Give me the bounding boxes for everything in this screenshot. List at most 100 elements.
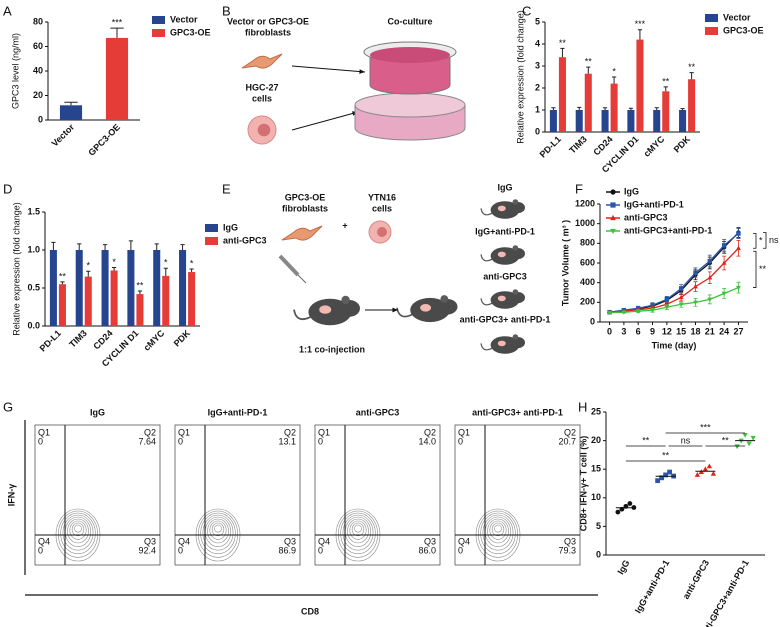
bar <box>662 91 670 132</box>
quadrant-label: 13.1 <box>278 436 296 446</box>
error-bar <box>189 268 194 273</box>
mouse-tail <box>293 309 312 321</box>
contour <box>494 524 502 533</box>
dish-rim <box>354 92 466 118</box>
marker <box>635 309 641 314</box>
contour <box>340 512 376 555</box>
error-bar <box>611 76 617 84</box>
significance: * <box>87 261 91 271</box>
group-label: anti-GPC3+ anti-PD-1 <box>460 314 551 324</box>
error-bar <box>163 267 168 276</box>
bar <box>549 110 557 132</box>
x-tick-label: cMYC <box>642 134 667 159</box>
marker <box>742 432 748 438</box>
quadrant-label: Q1 <box>318 427 330 437</box>
y-tick-label: 1 <box>535 104 540 114</box>
x-tick-label: cMYC <box>142 328 167 353</box>
bracket <box>763 232 767 249</box>
x-tick-label: 18 <box>690 326 700 336</box>
bar <box>610 83 618 132</box>
quadrant-label: 20.7 <box>558 436 576 446</box>
error-bar <box>663 86 668 92</box>
error-bar <box>577 106 582 110</box>
quadrant-label: Q4 <box>178 536 190 546</box>
marker <box>702 466 709 472</box>
y-axis-label: Relative expression (fold change) <box>11 202 21 336</box>
legend-label: anti-GPC3 <box>624 212 668 222</box>
y-tick-label: 2 <box>535 82 540 92</box>
marker <box>678 286 684 291</box>
quadrant-label: 0 <box>458 545 463 555</box>
tumor <box>420 303 432 312</box>
error-bar <box>628 107 634 110</box>
marker <box>707 258 713 264</box>
mouse-head <box>510 202 525 214</box>
panel-label: D <box>3 181 12 196</box>
bar <box>110 270 118 326</box>
error-bar <box>637 29 643 40</box>
legend-label: IgG <box>624 186 639 196</box>
x-tick-label: PDK <box>672 134 693 155</box>
series-line <box>609 286 739 314</box>
marker <box>610 228 616 235</box>
marker <box>607 310 612 316</box>
plot-title: IgG <box>90 407 105 417</box>
contour <box>74 524 82 533</box>
bar <box>679 110 687 132</box>
contour <box>351 522 365 537</box>
contour <box>69 520 87 540</box>
x-tick-label: 27 <box>733 326 743 336</box>
nucleus <box>257 123 271 137</box>
y-tick-label: 15 <box>591 464 601 474</box>
marker <box>655 478 661 484</box>
y-axis-label: CD8+ IFN-γ+ T cell (%) <box>578 436 588 532</box>
bar <box>188 272 196 326</box>
mouse-ear <box>512 199 519 205</box>
diagram-text: Co-culture <box>388 16 433 26</box>
panel-label: G <box>3 399 13 414</box>
tumor <box>497 251 506 258</box>
mouse-tail <box>480 254 493 262</box>
marker <box>678 294 684 300</box>
y-tick-label: 20 <box>591 435 601 445</box>
contour <box>487 518 509 544</box>
significance: ** <box>136 280 144 290</box>
error-bar <box>154 243 159 250</box>
y-tick-label: 600 <box>580 257 595 267</box>
legend-label: Vector <box>723 12 751 22</box>
quadrant-label: 79.3 <box>558 545 576 555</box>
error-bar <box>689 72 694 80</box>
x-tick-label: 24 <box>719 326 729 336</box>
quadrant-label: 0 <box>178 545 183 555</box>
x-tick-label: 0 <box>607 326 612 336</box>
x-tick-label: TIM3 <box>567 134 589 156</box>
arrow-head <box>392 307 398 313</box>
mouse-head <box>510 337 525 349</box>
error-bar <box>560 47 565 58</box>
contour <box>354 524 362 533</box>
bar <box>136 294 144 326</box>
contour <box>200 512 236 555</box>
error-bar <box>137 290 143 295</box>
legend-label: anti-GPC3 <box>223 235 267 245</box>
insert <box>369 52 451 95</box>
legend-label: anti-GPC3+anti-PD-1 <box>624 225 712 235</box>
significance: ** <box>59 271 67 281</box>
bar <box>558 57 566 133</box>
contour <box>491 522 505 537</box>
y-tick-label: 25 <box>591 406 601 416</box>
y-tick-label: 0 <box>596 549 601 559</box>
plot-frame <box>314 424 441 566</box>
bracket <box>753 250 757 288</box>
axis-label: IFN-γ <box>6 484 16 507</box>
quadrant-label: Q3 <box>284 536 296 546</box>
error-bar <box>77 243 82 250</box>
bar <box>653 110 661 132</box>
marker <box>736 285 741 291</box>
group-label: IgG+anti-PD-1 <box>475 226 535 236</box>
significance: * <box>112 257 116 267</box>
marker <box>707 297 713 303</box>
x-axis-label: Time (day) <box>652 340 697 350</box>
contour <box>57 510 99 558</box>
bracket <box>753 233 757 249</box>
